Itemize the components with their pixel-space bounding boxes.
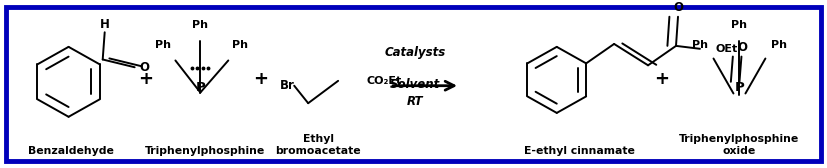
Text: Ph: Ph (731, 20, 748, 30)
Text: Ph: Ph (772, 40, 787, 50)
Text: +: + (253, 70, 268, 88)
Text: Triphenylphosphine
oxide: Triphenylphosphine oxide (679, 134, 800, 156)
Text: RT: RT (407, 95, 423, 108)
Text: +: + (137, 70, 153, 88)
Text: O: O (140, 61, 150, 74)
Text: Ethyl
bromoacetate: Ethyl bromoacetate (275, 134, 361, 156)
Text: Br: Br (280, 79, 295, 92)
Text: O: O (673, 2, 683, 14)
Text: Triphenylphosphine: Triphenylphosphine (146, 146, 265, 156)
Text: Benzaldehyde: Benzaldehyde (27, 146, 113, 156)
Text: CO₂Et: CO₂Et (366, 76, 401, 86)
Text: O: O (738, 41, 748, 54)
Text: H: H (100, 18, 110, 31)
Text: E-ethyl cinnamate: E-ethyl cinnamate (524, 146, 635, 156)
FancyBboxPatch shape (6, 7, 821, 161)
Text: Ph: Ph (155, 40, 171, 50)
Text: P: P (195, 81, 205, 94)
Text: P: P (734, 81, 744, 94)
Text: Ph: Ph (691, 40, 708, 50)
Text: OEt: OEt (716, 44, 739, 54)
Text: Ph: Ph (232, 40, 248, 50)
Text: Ph: Ph (193, 20, 208, 30)
Text: +: + (653, 70, 669, 88)
Text: Solvent: Solvent (390, 78, 440, 91)
Text: Catalysts: Catalysts (385, 46, 446, 58)
